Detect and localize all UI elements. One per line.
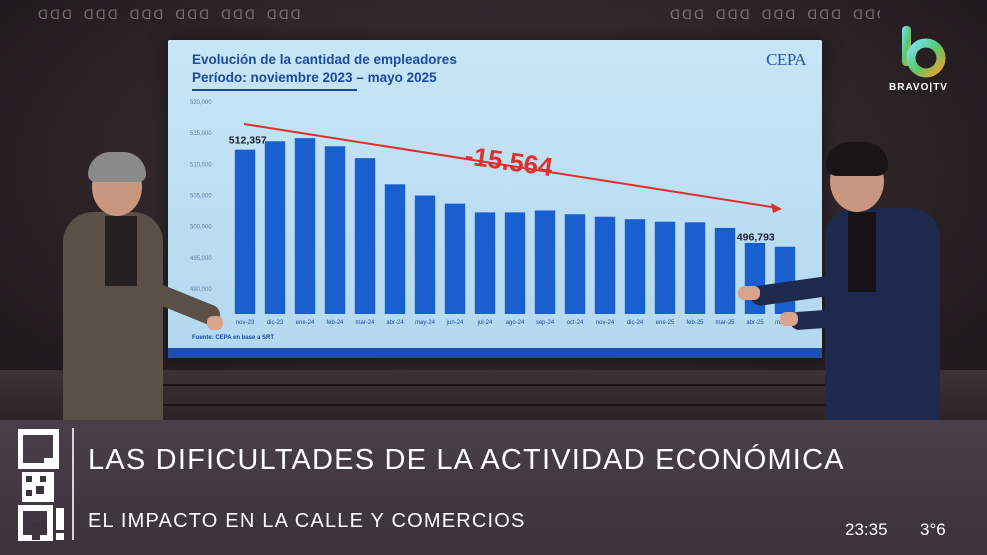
chart-source: Fuente: CEPA en base a SRT: [192, 335, 275, 341]
trend-annotation: -15.564: [463, 140, 555, 182]
bar: [414, 195, 436, 314]
bar: [564, 214, 586, 314]
chart-title-line2: Período: noviembre 2023 – mayo 2025: [192, 70, 437, 85]
x-tick-label: ago-24: [506, 320, 525, 326]
bar: [684, 222, 706, 314]
bar: [624, 219, 646, 314]
bravo-logo-icon: [902, 26, 946, 78]
x-tick-label: feb-25: [686, 320, 704, 326]
bar: [324, 146, 346, 314]
bar: [384, 184, 406, 314]
lower-third-divider: [72, 428, 74, 540]
subheadline: EL IMPACTO EN LA CALLE Y COMERCIOS: [88, 510, 526, 532]
chart-footer-bar: [168, 348, 822, 358]
x-tick-label: dic-24: [627, 320, 644, 326]
bar: [474, 212, 496, 314]
bar-chart: 520,000 515,000 510,000 505,000 500,000 495,0…: [190, 100, 796, 326]
x-tick-label: ene-25: [656, 320, 675, 326]
trend-arrowhead: [771, 203, 782, 213]
x-tick-label: abr-25: [746, 320, 764, 326]
cepa-logo: CEPA: [766, 50, 806, 69]
y-tick-label: 500,000: [190, 225, 212, 231]
bar: [264, 141, 286, 314]
program-logo-icon: [18, 429, 64, 541]
data-label-first: 512,357: [229, 135, 267, 147]
x-tick-label: jul-24: [477, 320, 493, 326]
bar: [504, 212, 526, 314]
x-tick-label: feb-24: [326, 320, 344, 326]
bar: [294, 138, 316, 314]
studio-screen: Evolución de la cantidad de empleadores …: [168, 40, 822, 358]
x-tick-label: sep-24: [536, 320, 555, 326]
y-tick-label: 520,000: [190, 100, 212, 106]
bar: [234, 149, 256, 314]
bar: [534, 210, 556, 314]
x-tick-label: nov-24: [596, 320, 615, 326]
presenter-right: [730, 140, 950, 420]
y-tick-label: 515,000: [190, 131, 212, 137]
trend-line: [243, 123, 779, 209]
clock: 23:35: [845, 520, 888, 539]
x-tick-label: oct-24: [567, 320, 584, 326]
chart-title: Evolución de la cantidad de empleadores …: [192, 51, 457, 91]
y-tick-label: 505,000: [190, 194, 212, 200]
temperature: 3°6: [920, 520, 946, 539]
x-tick-label: nov-23: [236, 320, 255, 326]
presenter-left: [55, 150, 224, 422]
y-tick-label: 510,000: [190, 162, 212, 168]
data-label-last: 496,793: [737, 232, 775, 244]
x-tick-label: mar-25: [715, 320, 735, 326]
chart-title-line1: Evolución de la cantidad de empleadores: [192, 52, 457, 67]
x-tick-label: may-24: [415, 320, 436, 326]
channel-name: BRAVO|TV: [889, 82, 948, 93]
lower-third: [0, 420, 987, 555]
x-tick-label: jun-24: [446, 320, 464, 326]
x-tick-label: abr-24: [386, 320, 404, 326]
x-tick-label: ene-24: [296, 320, 315, 326]
bar: [354, 158, 376, 314]
x-tick-label: dic-23: [267, 320, 284, 326]
x-tick-label: mar-24: [355, 320, 375, 326]
headline: LAS DIFICULTADES DE LA ACTIVIDAD ECONÓMI…: [88, 444, 845, 476]
bar: [654, 221, 676, 314]
wall-pattern: ᗡᗡᗡ ᗡᗡᗡ ᗡᗡᗡ ᗡᗡᗡ ᗡᗡᗡ ᗡᗡᗡ ᗡᗡᗡ: [670, 8, 880, 23]
bar: [714, 227, 736, 314]
bar: [444, 203, 466, 314]
y-tick-label: 490,000: [190, 287, 212, 293]
wall-pattern: ᗡᗡᗡ ᗡᗡᗡ ᗡᗡᗡ ᗡᗡᗡ ᗡᗡᗡ ᗡᗡᗡ ᗡᗡᗡ: [38, 8, 308, 23]
y-tick-label: 495,000: [190, 256, 212, 262]
bar: [594, 216, 616, 314]
